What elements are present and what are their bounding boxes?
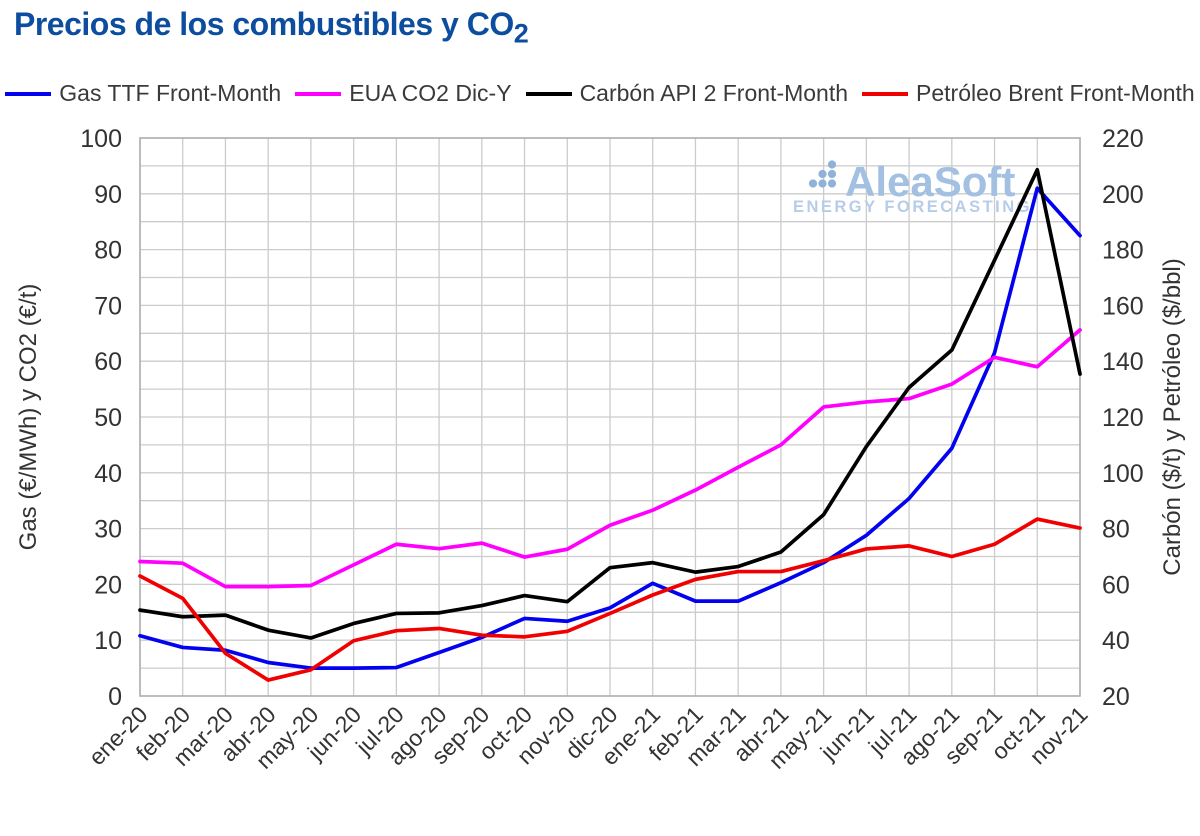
legend-line-sample bbox=[295, 91, 342, 96]
left-axis-tick-label: 100 bbox=[80, 125, 122, 153]
right-axis-tick-label: 200 bbox=[1102, 181, 1144, 209]
legend-line-sample bbox=[525, 91, 572, 96]
right-axis-tick-label: 140 bbox=[1102, 348, 1144, 376]
chart-legend: Gas TTF Front-Month EUA CO2 Dic-Y Carbón A… bbox=[0, 80, 1200, 107]
series-line-2 bbox=[138, 167, 1082, 640]
right-axis-title: Carbón ($/t) y Petróleo ($/bbl) bbox=[1159, 258, 1186, 575]
series-line-0 bbox=[138, 186, 1082, 670]
right-axis-tick-label: 100 bbox=[1102, 460, 1144, 488]
left-axis-tick-label: 70 bbox=[94, 292, 122, 320]
right-axis-tick-label: 120 bbox=[1102, 404, 1144, 432]
aleasoft-logo-dot bbox=[818, 169, 827, 179]
left-axis-tick-label: 60 bbox=[94, 348, 122, 376]
legend-line-sample bbox=[5, 91, 52, 96]
left-axis-tick-label: 10 bbox=[94, 627, 122, 655]
aleasoft-logo-dot bbox=[827, 160, 837, 169]
watermark-brand: AleaSoft bbox=[845, 158, 1015, 205]
series-line-3 bbox=[138, 517, 1082, 682]
watermark-tagline: ENERGY FORECASTING bbox=[793, 198, 1032, 216]
right-axis-tick-label: 60 bbox=[1102, 571, 1130, 599]
legend-item-0: Gas TTF Front-Month bbox=[5, 80, 281, 107]
aleasoft-logo-dot bbox=[808, 179, 818, 188]
aleasoft-logo-dot bbox=[827, 169, 837, 179]
left-axis-tick-label: 30 bbox=[94, 516, 122, 544]
left-axis-tick-label: 40 bbox=[94, 460, 122, 488]
legend-label: Carbón API 2 Front-Month bbox=[579, 80, 849, 106]
right-axis-tick-label: 40 bbox=[1102, 627, 1130, 655]
legend-label: Gas TTF Front-Month bbox=[59, 80, 282, 106]
aleasoft-logo-dot bbox=[827, 179, 837, 188]
left-axis-tick-label: 50 bbox=[94, 404, 122, 432]
page-title: Precios de los combustibles y CO2 bbox=[14, 6, 529, 47]
right-axis-tick-label: 20 bbox=[1102, 683, 1130, 711]
page-title-subscript: 2 bbox=[513, 18, 529, 49]
left-axis-tick-label: 80 bbox=[94, 237, 122, 265]
legend-item-1: EUA CO2 Dic-Y bbox=[295, 80, 512, 107]
left-axis-tick-label: 0 bbox=[108, 683, 122, 711]
plot-frame bbox=[139, 137, 1081, 697]
legend-label: EUA CO2 Dic-Y bbox=[349, 80, 512, 106]
legend-line-sample bbox=[862, 91, 909, 96]
left-axis-title: Gas (€/MWh) y CO2 (€/t) bbox=[15, 284, 42, 551]
right-axis-tick-label: 160 bbox=[1102, 292, 1144, 320]
left-axis-tick-label: 20 bbox=[94, 571, 122, 599]
series-line-1 bbox=[138, 328, 1082, 589]
legend-item-2: Carbón API 2 Front-Month bbox=[525, 80, 849, 107]
aleasoft-logo-dot bbox=[818, 179, 827, 188]
legend-label: Petróleo Brent Front-Month bbox=[916, 80, 1195, 106]
left-axis-tick-label: 90 bbox=[94, 181, 122, 209]
page-title-text: Precios de los combustibles y CO bbox=[14, 6, 514, 42]
legend-item-3: Petróleo Brent Front-Month bbox=[862, 80, 1195, 107]
right-axis-tick-label: 80 bbox=[1102, 516, 1130, 544]
right-axis-tick-label: 180 bbox=[1102, 237, 1144, 265]
right-axis-tick-label: 220 bbox=[1102, 125, 1144, 153]
